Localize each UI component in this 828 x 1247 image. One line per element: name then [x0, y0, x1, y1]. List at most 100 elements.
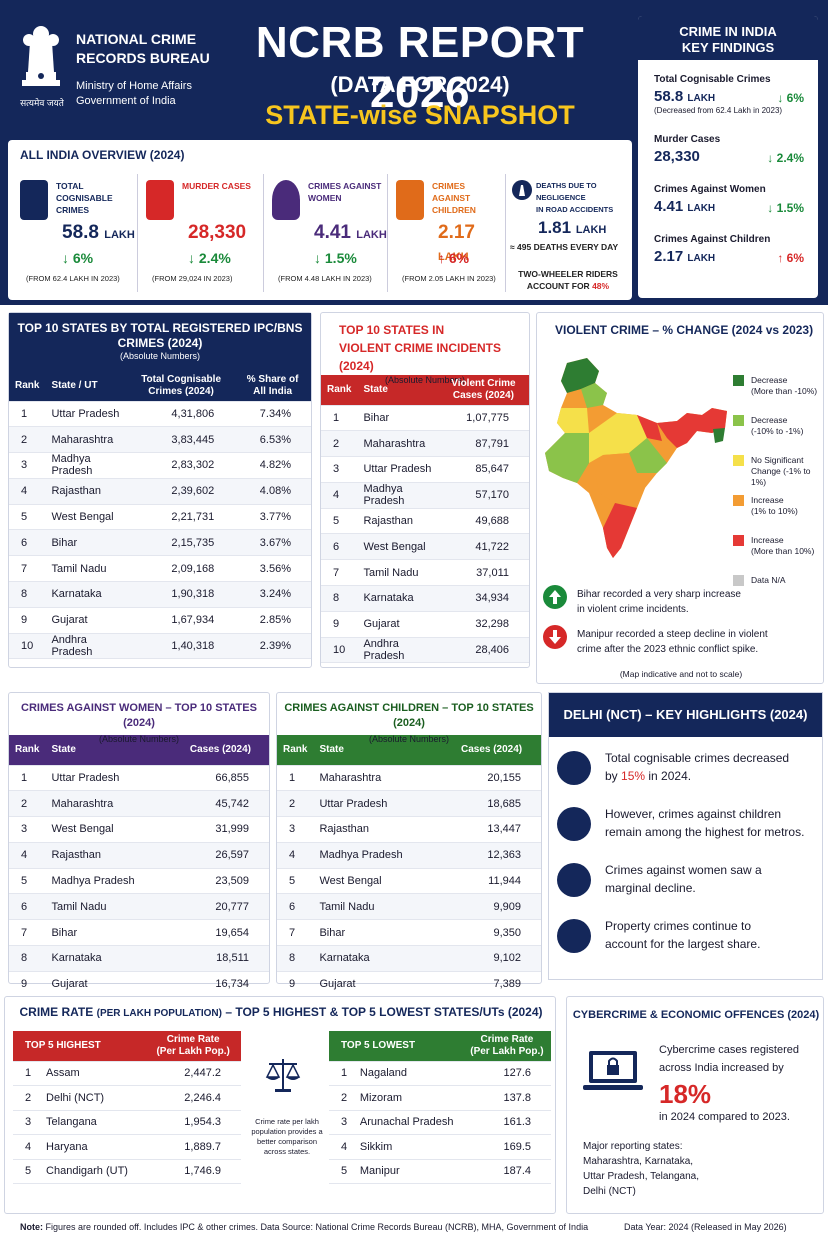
legend-label: Increase (More than 10%): [751, 535, 815, 556]
delhi-panel: DELHI (NCT) – KEY HIGHLIGHTS (2024) Tota…: [548, 692, 823, 980]
children-title: CRIMES AGAINST CHILDREN – TOP 10 STATES …: [284, 702, 534, 729]
legend-label: Data N/A: [751, 575, 786, 585]
map-bihar-region: [637, 415, 662, 441]
table-row: 2 Maharashtra 3,83,445 6.53%: [9, 426, 311, 454]
arrow-down-icon: ↓: [314, 250, 325, 266]
overview-value: 2.17 LAKH: [438, 222, 475, 263]
road-deaths-daily: ≈ 495 DEATHS EVERY DAY: [510, 242, 619, 252]
legend-label: Increase (1% to 10%): [751, 495, 798, 516]
state-emblem-icon: [22, 26, 60, 86]
table-row: 2 Uttar Pradesh 18,685: [277, 790, 541, 818]
table-row: 3 Arunachal Pradesh 161.3: [329, 1110, 551, 1135]
overview-value: 28,330: [188, 222, 247, 243]
overview-change: ↓ 2.4%: [188, 250, 231, 266]
arrow-up-icon: [543, 585, 567, 609]
arrow-down-icon: ↓: [767, 201, 777, 215]
table-row: 5 Chandigarh (UT) 1,746.9: [13, 1159, 241, 1184]
table-row: 3 Madhya Pradesh 2,83,302 4.82%: [9, 452, 311, 479]
table-row: 5 Rajasthan 49,688: [321, 508, 529, 535]
children-panel: CRIMES AGAINST CHILDREN – TOP 10 STATES …: [276, 692, 542, 1024]
org-name: NATIONAL CRIME RECORDS BUREAU: [76, 31, 210, 66]
table-row: 8 Karnataka 1,90,318 3.24%: [9, 581, 311, 608]
top10-violent-table: Rank State Violent Crime Cases (2024) 1 Bih…: [321, 375, 529, 664]
overview-card-road: DEATHS DUE TO NEGLIGENCE IN ROAD ACCIDENT…: [506, 174, 630, 292]
table-row: 8 Karnataka 34,934: [321, 585, 529, 612]
clipboard-icon: [20, 180, 48, 220]
footer-note: Note: Figures are rounded off. Includes …: [20, 1222, 589, 1232]
table-row: 7 Tamil Nadu 2,09,168 3.56%: [9, 555, 311, 583]
map-title: VIOLENT CRIME – % CHANGE (2024 vs 2023): [555, 323, 814, 337]
arrow-up-icon: ↑: [777, 251, 787, 265]
legend-swatch: [733, 375, 744, 386]
table-row: 4 Sikkim 169.5: [329, 1134, 551, 1160]
motto-text: सत्यमेव जयते: [20, 98, 64, 108]
table-row: 8 Karnataka 9,102: [277, 945, 541, 972]
overview-value: 58.8 LAKH: [62, 222, 135, 243]
women-panel: CRIMES AGAINST WOMEN – TOP 10 STATES (20…: [8, 692, 270, 1024]
top10-violent-panel: TOP 10 STATES IN VIOLENT CRIME INCIDENTS …: [320, 312, 530, 668]
map-central-region: [589, 413, 647, 463]
arrow-down-icon: ↓: [777, 91, 787, 105]
table-row: 4 Madhya Pradesh 12,363: [277, 842, 541, 869]
key-finding-change: ↓ 6%: [777, 91, 804, 105]
arrow-down-icon: ↓: [188, 250, 199, 266]
overview-value: 4.41 LAKH: [314, 222, 387, 243]
table-row: 1 Nagaland 127.6: [329, 1061, 551, 1086]
table-row: 5 Manipur 187.4: [329, 1159, 551, 1184]
key-finding-change: ↓ 1.5%: [767, 201, 804, 215]
violent-crime-map-panel: VIOLENT CRIME – % CHANGE (2024 vs 2023) …: [536, 312, 824, 684]
overview-title: ALL INDIA OVERVIEW (2024): [20, 148, 185, 162]
table-row: 3 Telangana 1,954.3: [13, 1110, 241, 1135]
road-icon: [512, 180, 532, 200]
map-north-region: [561, 358, 599, 393]
legend-label: Decrease (-10% to -1%): [751, 415, 804, 436]
key-finding-item: Crimes Against Children 2.17 LAKH ↑ 6%: [654, 234, 804, 265]
scales-of-justice-icon: [265, 1059, 301, 1092]
two-wheeler-note: TWO-WHEELER RIDERS ACCOUNT FOR 48%: [518, 269, 618, 291]
bihar-note: Bihar recorded a very sharp increase in v…: [577, 589, 741, 615]
table-row: 4 Haryana 1,889.7: [13, 1134, 241, 1160]
table-row: 1 Maharashtra 20,155: [277, 765, 541, 792]
delhi-highlight: Total cognisable crimes decreased by 15% …: [605, 751, 790, 783]
table-row: 1 Uttar Pradesh 4,31,806 7.34%: [9, 401, 311, 428]
children-icon: [396, 180, 424, 220]
legend-label: No Significant Change (-1% to 1%): [751, 455, 811, 487]
footer-year: Data Year: 2024 (Released in May 2026): [624, 1222, 787, 1232]
arrow-down-icon: [543, 625, 567, 649]
crime-rate-note: Crime rate per lakh population provides a…: [251, 1117, 323, 1156]
table-row: 1 Assam 2,447.2: [13, 1061, 241, 1086]
top10-total-title: TOP 10 STATES BY TOTAL REGISTERED IPC/BN…: [17, 321, 303, 350]
top10-total-panel: TOP 10 STATES BY TOTAL REGISTERED IPC/BN…: [8, 312, 312, 668]
key-finding-change: ↑ 6%: [777, 251, 804, 265]
map-south-region: [603, 503, 637, 558]
map-deccan-region: [595, 453, 645, 508]
map-north-west-region: [581, 383, 607, 408]
legend-swatch: [733, 535, 744, 546]
overview-change: ↑ 6%: [438, 250, 470, 266]
table-row: 7 Bihar 19,654: [9, 919, 269, 947]
lowest-rate-table: TOP 5 LOWEST Crime Rate (Per Lakh Pop.) 1…: [329, 1031, 551, 1184]
cyber-text: Cybercrime cases registered across India …: [659, 1044, 799, 1074]
cyber-states: Major reporting states: Maharashtra, Karn…: [583, 1141, 700, 1197]
table-row: 4 Madhya Pradesh 57,170: [321, 482, 529, 509]
table-row: 10 Andhra Pradesh 1,40,318 2.39%: [9, 633, 311, 660]
woman-icon: [272, 180, 300, 220]
top10-violent-title: TOP 10 STATES IN VIOLENT CRIME INCIDENTS …: [339, 323, 502, 373]
table-row: 1 Uttar Pradesh 66,855: [9, 765, 269, 792]
table-row: 3 West Bengal 31,999: [9, 816, 269, 843]
overview-card: TOTAL COGNISABLE CRIMES 58.8 LAKH ↓ 6% (FROM…: [12, 174, 138, 292]
table-row: 9 Gujarat 7,389: [277, 971, 541, 998]
delhi-title: DELHI (NCT) – KEY HIGHLIGHTS (2024): [549, 693, 822, 737]
road-deaths-value: 1.81 LAKH: [538, 218, 607, 237]
overview-change: ↓ 6%: [62, 250, 94, 266]
all-india-overview: ALL INDIA OVERVIEW (2024) TOTAL COGNISAB…: [8, 140, 632, 300]
gavel-icon: [557, 919, 591, 953]
table-row: 2 Maharashtra 45,742: [9, 790, 269, 818]
women-table: Rank State Cases (2024) 1 Uttar Pradesh 66,8…: [9, 735, 269, 1024]
key-finding-item: Murder Cases 28,330 ↓ 2.4%: [654, 134, 804, 165]
table-row: 7 Tamil Nadu 37,011: [321, 559, 529, 587]
table-row: 9 Gujarat 1,67,934 2.85%: [9, 607, 311, 634]
table-row: 2 Maharashtra 87,791: [321, 430, 529, 458]
key-finding-change: ↓ 2.4%: [767, 151, 804, 165]
map-disclaimer: (Map indicative and not to scale): [619, 669, 743, 679]
